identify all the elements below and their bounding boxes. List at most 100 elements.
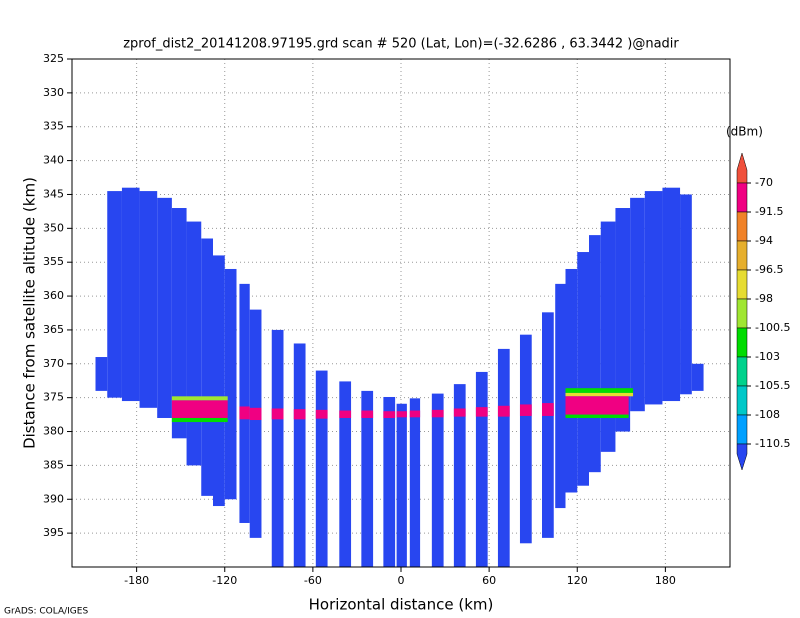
x-tick-label: -60 xyxy=(304,574,322,587)
surface-echo xyxy=(565,392,634,397)
surface-echo xyxy=(171,396,228,401)
surface-echo xyxy=(339,410,352,418)
y-tick-label: 390 xyxy=(43,492,64,505)
scan-strip xyxy=(615,208,631,432)
scan-strip xyxy=(475,371,488,567)
surface-echo xyxy=(171,400,228,418)
scan-strip xyxy=(271,329,284,567)
y-tick-label: 385 xyxy=(43,458,64,471)
y-tick-label: 350 xyxy=(43,221,64,234)
colorbar-box xyxy=(736,298,748,329)
colorbar-unit: (dBm) xyxy=(726,125,763,139)
scan-strip xyxy=(644,191,663,405)
surface-echo xyxy=(409,410,421,418)
colorbar-box xyxy=(736,152,748,184)
scan-strip xyxy=(577,252,589,486)
colorbar-box xyxy=(736,240,748,271)
colorbar-box xyxy=(736,211,748,242)
surface-echo xyxy=(497,405,510,417)
colorbar-label: -103 xyxy=(755,350,780,363)
colorbar-box xyxy=(736,269,748,300)
surface-echo xyxy=(565,388,634,393)
x-tick-label: 120 xyxy=(567,574,588,587)
surface-echo xyxy=(396,411,407,418)
scan-strip xyxy=(107,191,122,398)
surface-echo xyxy=(475,407,488,417)
colorbar-box xyxy=(736,327,748,358)
surface-echo xyxy=(171,417,228,423)
colorbar-label: -100.5 xyxy=(755,321,790,334)
scan-strip xyxy=(565,268,578,493)
chart-title: zprof_dist2_20141208.97195.grd scan # 52… xyxy=(123,37,679,52)
y-tick-label: 380 xyxy=(43,425,64,438)
x-tick-label: -120 xyxy=(212,574,237,587)
scan-strip xyxy=(201,238,213,496)
scan-strip xyxy=(224,268,237,500)
colorbar-label: -98 xyxy=(755,292,773,305)
scan-strip xyxy=(383,396,396,567)
colorbar-label: -94 xyxy=(755,234,773,247)
scan-strip xyxy=(239,283,250,523)
scan-strip xyxy=(555,283,566,509)
colorbar-box xyxy=(736,385,748,416)
scan-strip xyxy=(171,208,187,439)
x-tick-label: 60 xyxy=(482,574,496,587)
colorbar-box xyxy=(736,356,748,387)
scan-strip xyxy=(186,221,202,466)
scan-strip xyxy=(497,348,510,567)
surface-echo xyxy=(239,406,250,420)
scan-strip xyxy=(157,197,172,418)
scan-strip xyxy=(95,357,108,391)
surface-echo xyxy=(315,409,328,419)
x-axis-label: Horizontal distance (km) xyxy=(309,596,494,614)
scan-strip xyxy=(542,312,554,538)
surface-echo xyxy=(249,407,262,421)
y-tick-label: 330 xyxy=(43,86,64,99)
scan-strip xyxy=(139,191,158,408)
surface-echo xyxy=(565,396,629,415)
surface-echo xyxy=(519,404,532,416)
colorbar-box xyxy=(736,182,748,213)
scan-strip xyxy=(121,187,140,402)
surface-echo xyxy=(383,411,396,418)
scan-strip xyxy=(589,235,601,473)
y-tick-label: 370 xyxy=(43,357,64,370)
y-tick-label: 395 xyxy=(43,526,64,539)
scan-strip xyxy=(293,343,306,567)
colorbar-label: -96.5 xyxy=(755,263,783,276)
scan-strip xyxy=(519,334,532,544)
scan-strip xyxy=(361,390,374,567)
scan-strip xyxy=(213,255,225,507)
colorbar-label: -110.5 xyxy=(755,437,790,450)
scan-strip xyxy=(396,403,407,567)
y-tick-label: 355 xyxy=(43,255,64,268)
colorbar-label: -70 xyxy=(755,176,773,189)
y-axis-label: Distance from satellite altitude (km) xyxy=(21,177,39,449)
scan-strip xyxy=(630,197,645,412)
y-tick-label: 365 xyxy=(43,323,64,336)
y-tick-label: 375 xyxy=(43,391,64,404)
colorbar-label: -105.5 xyxy=(755,379,790,392)
colorbar-label: -91.5 xyxy=(755,205,783,218)
x-tick-label: -180 xyxy=(124,574,149,587)
colorbar-box xyxy=(736,443,748,471)
surface-echo xyxy=(361,410,374,418)
x-tick-label: 0 xyxy=(398,574,405,587)
scan-strip xyxy=(431,393,444,567)
scan-strip xyxy=(249,309,262,538)
surface-echo xyxy=(293,409,306,420)
scan-strip xyxy=(409,398,421,567)
scan-strip xyxy=(315,370,328,567)
surface-echo xyxy=(271,408,284,420)
surface-echo xyxy=(453,408,466,417)
surface-echo xyxy=(542,403,554,416)
y-tick-label: 335 xyxy=(43,120,64,133)
plot-frame xyxy=(71,58,731,568)
y-tick-label: 340 xyxy=(43,154,64,167)
footer: GrADS: COLA/IGES xyxy=(4,607,88,617)
scan-strip xyxy=(339,381,352,567)
x-tick-label: 180 xyxy=(655,574,676,587)
scan-strip xyxy=(662,187,681,402)
surface-echo xyxy=(565,414,629,418)
